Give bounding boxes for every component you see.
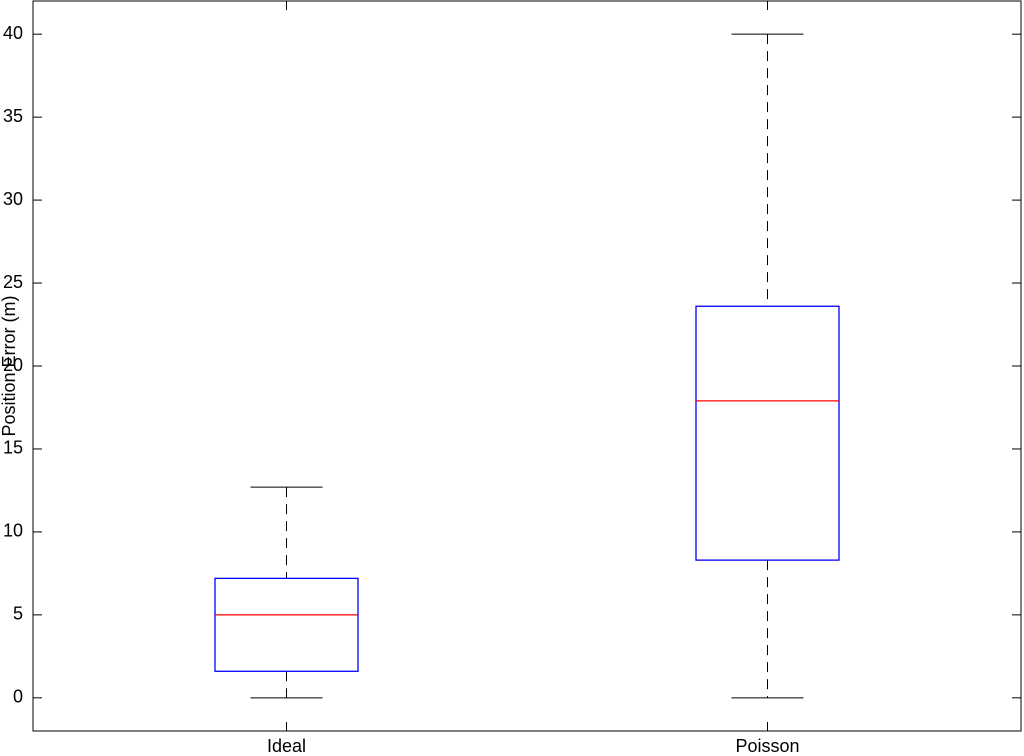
y-tick-label: 5 (13, 604, 23, 624)
box (214, 577, 359, 672)
y-tick-label: 30 (3, 189, 23, 209)
y-tick-label: 40 (3, 23, 23, 43)
y-tick-label: 15 (3, 438, 23, 458)
y-tick-label: 35 (3, 106, 23, 126)
x-tick-label: Poisson (735, 736, 799, 756)
y-tick-label: 10 (3, 521, 23, 541)
y-axis-label: Position Error (m) (0, 295, 19, 436)
box (695, 305, 840, 561)
y-tick-label: 20 (3, 355, 23, 375)
y-tick-label: 25 (3, 272, 23, 292)
x-tick-label: Ideal (267, 736, 306, 756)
axes-frame (32, 0, 1022, 732)
y-tick-label: 0 (13, 687, 23, 707)
